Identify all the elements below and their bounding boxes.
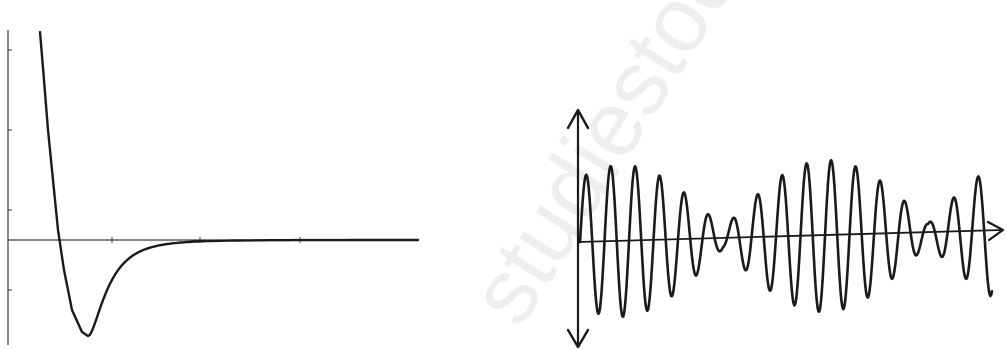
watermark-text: studiestoday guide india.com xyxy=(450,0,1007,341)
right-arrow-icon xyxy=(986,220,1005,242)
down-arrow-icon xyxy=(566,328,590,349)
right-horizontal-axis xyxy=(577,229,1003,243)
beat-wave xyxy=(578,158,994,318)
watermark: studiestoday guide india.com xyxy=(450,0,1007,341)
right-plot xyxy=(566,108,1005,349)
potential-curve xyxy=(38,30,420,338)
up-arrow-icon xyxy=(566,108,590,130)
left-plot xyxy=(7,30,420,345)
